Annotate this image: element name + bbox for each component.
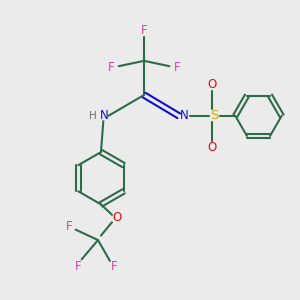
Text: F: F (75, 260, 82, 273)
Text: F: F (111, 260, 118, 273)
Text: O: O (113, 211, 122, 224)
Text: O: O (208, 78, 217, 91)
Text: H: H (89, 111, 97, 121)
Text: N: N (180, 109, 189, 122)
Text: F: F (141, 24, 147, 37)
Text: O: O (208, 140, 217, 154)
Text: F: F (173, 61, 180, 74)
Text: F: F (65, 220, 72, 233)
Text: S: S (210, 109, 218, 122)
Text: N: N (100, 109, 108, 122)
Text: F: F (108, 61, 115, 74)
